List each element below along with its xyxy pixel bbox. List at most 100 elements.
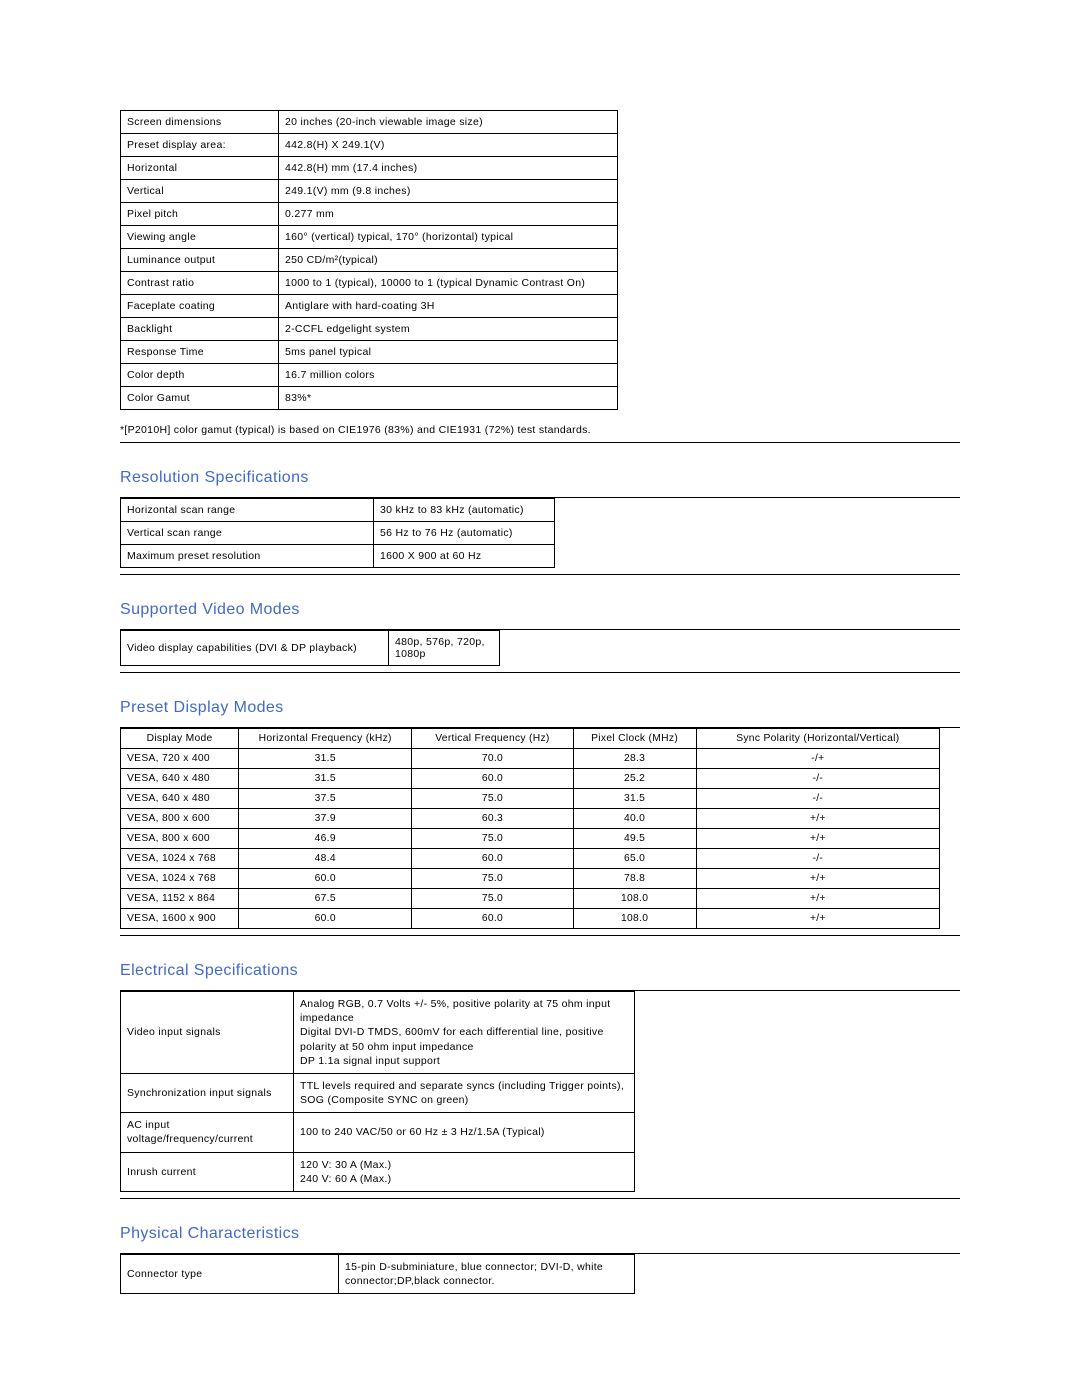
video-modes-table: Video display capabilities (DVI & DP pla…	[120, 630, 500, 666]
row-value: 442.8(H) mm (17.4 inches)	[279, 157, 618, 180]
cell-value: 60.0	[412, 849, 573, 869]
cell-value: 37.9	[239, 809, 412, 829]
display-mode: VESA, 1600 x 900	[121, 909, 239, 929]
table-row: Maximum preset resolution1600 X 900 at 6…	[121, 545, 555, 568]
row-label: Viewing angle	[121, 226, 279, 249]
cell-value: 75.0	[412, 889, 573, 909]
row-value: 30 kHz to 83 kHz (automatic)	[374, 499, 555, 522]
display-mode: VESA, 640 x 480	[121, 789, 239, 809]
row-label: Screen dimensions	[121, 111, 279, 134]
row-value: 442.8(H) X 249.1(V)	[279, 134, 618, 157]
row-value: 1000 to 1 (typical), 10000 to 1 (typical…	[279, 272, 618, 295]
row-label: Response Time	[121, 341, 279, 364]
row-label: Faceplate coating	[121, 295, 279, 318]
table-row: VESA, 1152 x 86467.575.0108.0+/+	[121, 889, 940, 909]
electrical-heading: Electrical Specifications	[120, 962, 960, 980]
table-row: VESA, 800 x 60046.975.049.5+/+	[121, 829, 940, 849]
row-label: Vertical	[121, 180, 279, 203]
cell-value: 37.5	[239, 789, 412, 809]
column-header: Horizontal Frequency (kHz)	[239, 729, 412, 749]
row-label: Horizontal scan range	[121, 499, 374, 522]
cell-value: -/-	[696, 769, 939, 789]
table-row: Connector type15-pin D-subminiature, blu…	[121, 1254, 635, 1293]
preset-heading: Preset Display Modes	[120, 699, 960, 717]
display-mode: VESA, 1152 x 864	[121, 889, 239, 909]
table-row: Horizontal442.8(H) mm (17.4 inches)	[121, 157, 618, 180]
cell-value: 108.0	[573, 889, 696, 909]
video-modes-heading: Supported Video Modes	[120, 601, 960, 619]
display-mode: VESA, 640 x 480	[121, 769, 239, 789]
table-row: Screen dimensions20 inches (20-inch view…	[121, 111, 618, 134]
row-label: Luminance output	[121, 249, 279, 272]
row-value: 100 to 240 VAC/50 or 60 Hz ± 3 Hz/1.5A (…	[294, 1113, 635, 1152]
row-value: 0.277 mm	[279, 203, 618, 226]
row-label: Backlight	[121, 318, 279, 341]
display-mode: VESA, 800 x 600	[121, 829, 239, 849]
divider	[120, 574, 960, 575]
table-row: VESA, 800 x 60037.960.340.0+/+	[121, 809, 940, 829]
table-row: Vertical scan range56 Hz to 76 Hz (autom…	[121, 522, 555, 545]
cell-value: +/+	[696, 909, 939, 929]
table-row: Vertical249.1(V) mm (9.8 inches)	[121, 180, 618, 203]
cell-value: 31.5	[239, 769, 412, 789]
cell-value: 60.0	[239, 869, 412, 889]
cell-value: -/-	[696, 789, 939, 809]
gamut-footnote: *[P2010H] color gamut (typical) is based…	[120, 424, 960, 436]
row-value: 250 CD/m²(typical)	[279, 249, 618, 272]
row-value: 20 inches (20-inch viewable image size)	[279, 111, 618, 134]
row-value: 16.7 million colors	[279, 364, 618, 387]
row-value: 160° (vertical) typical, 170° (horizonta…	[279, 226, 618, 249]
cell-value: 31.5	[573, 789, 696, 809]
top-spec-table: Screen dimensions20 inches (20-inch view…	[120, 110, 618, 410]
display-mode: VESA, 800 x 600	[121, 809, 239, 829]
row-value: 5ms panel typical	[279, 341, 618, 364]
table-row: Contrast ratio1000 to 1 (typical), 10000…	[121, 272, 618, 295]
cell-value: 75.0	[412, 789, 573, 809]
row-value: 480p, 576p, 720p, 1080p	[389, 631, 500, 666]
cell-value: +/+	[696, 869, 939, 889]
resolution-heading: Resolution Specifications	[120, 469, 960, 487]
row-value: 56 Hz to 76 Hz (automatic)	[374, 522, 555, 545]
preset-table: Display ModeHorizontal Frequency (kHz)Ve…	[120, 728, 940, 929]
table-row: AC input voltage/frequency/current100 to…	[121, 1113, 635, 1152]
table-row: Video input signalsAnalog RGB, 0.7 Volts…	[121, 992, 635, 1074]
table-row: Viewing angle160° (vertical) typical, 17…	[121, 226, 618, 249]
cell-value: 25.2	[573, 769, 696, 789]
divider	[120, 1198, 960, 1199]
column-header: Sync Polarity (Horizontal/Vertical)	[696, 729, 939, 749]
cell-value: 60.3	[412, 809, 573, 829]
row-value: 2-CCFL edgelight system	[279, 318, 618, 341]
row-label: Pixel pitch	[121, 203, 279, 226]
row-label: Inrush current	[121, 1152, 294, 1191]
cell-value: 48.4	[239, 849, 412, 869]
cell-value: -/+	[696, 749, 939, 769]
table-row: VESA, 1600 x 90060.060.0108.0+/+	[121, 909, 940, 929]
table-row: VESA, 1024 x 76860.075.078.8+/+	[121, 869, 940, 889]
row-value: Antiglare with hard-coating 3H	[279, 295, 618, 318]
row-value: 15-pin D-subminiature, blue connector; D…	[339, 1254, 635, 1293]
column-header: Pixel Clock (MHz)	[573, 729, 696, 749]
table-row: Faceplate coatingAntiglare with hard-coa…	[121, 295, 618, 318]
cell-value: 49.5	[573, 829, 696, 849]
display-mode: VESA, 1024 x 768	[121, 869, 239, 889]
cell-value: 60.0	[412, 769, 573, 789]
table-row: Horizontal scan range30 kHz to 83 kHz (a…	[121, 499, 555, 522]
divider	[120, 442, 960, 443]
table-row: Color depth16.7 million colors	[121, 364, 618, 387]
display-mode: VESA, 1024 x 768	[121, 849, 239, 869]
cell-value: 70.0	[412, 749, 573, 769]
row-value: TTL levels required and separate syncs (…	[294, 1073, 635, 1112]
row-label: Maximum preset resolution	[121, 545, 374, 568]
row-value: Analog RGB, 0.7 Volts +/- 5%, positive p…	[294, 992, 635, 1074]
cell-value: +/+	[696, 889, 939, 909]
cell-value: +/+	[696, 809, 939, 829]
column-header: Vertical Frequency (Hz)	[412, 729, 573, 749]
cell-value: 46.9	[239, 829, 412, 849]
row-label: Horizontal	[121, 157, 279, 180]
table-row: Synchronization input signalsTTL levels …	[121, 1073, 635, 1112]
cell-value: 40.0	[573, 809, 696, 829]
row-label: Synchronization input signals	[121, 1073, 294, 1112]
row-value: 249.1(V) mm (9.8 inches)	[279, 180, 618, 203]
row-label: AC input voltage/frequency/current	[121, 1113, 294, 1152]
table-row: Color Gamut83%*	[121, 387, 618, 410]
